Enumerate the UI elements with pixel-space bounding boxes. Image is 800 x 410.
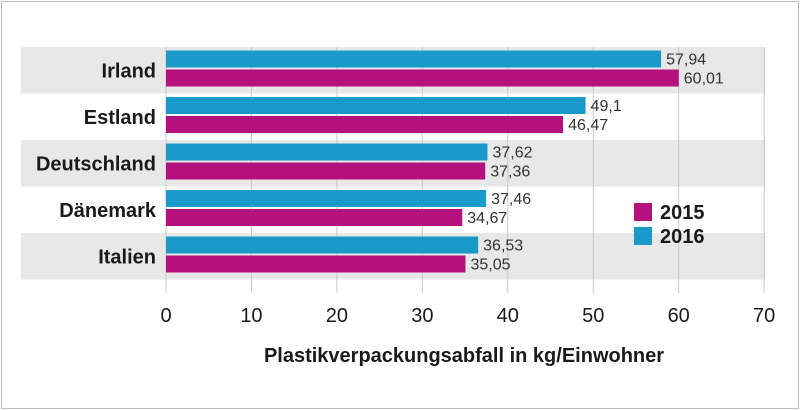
bar-2015: [166, 116, 564, 133]
value-label: 46,47: [568, 117, 608, 134]
bar-2015: [166, 162, 486, 180]
bar-2016: [166, 190, 487, 207]
bar-2016: [166, 97, 586, 114]
value-label: 57,94: [666, 52, 706, 69]
x-tick-label: 70: [753, 305, 775, 327]
legend-swatch: [634, 203, 652, 221]
x-tick-label: 20: [326, 305, 348, 327]
value-label: 36,53: [483, 238, 523, 255]
x-tick-label: 50: [582, 305, 604, 327]
value-label: 34,67: [467, 210, 507, 227]
category-label: Italien: [98, 246, 156, 268]
bar-2016: [166, 143, 488, 161]
category-label: Estland: [84, 107, 156, 129]
value-labels: 57,94 60,01 49,1 46,47 37,62 37,36 37,46 34,67 3…: [467, 52, 724, 274]
x-tick-labels: 0 10 20 30 40 50 60 70: [160, 305, 775, 327]
value-label: 37,62: [492, 145, 532, 162]
x-tick-label: 30: [411, 305, 433, 327]
value-label: 37,46: [491, 191, 531, 208]
x-axis-label: Plastikverpackungsabfall in kg/Einwohner: [264, 345, 664, 367]
x-tick-label: 10: [240, 305, 262, 327]
value-label: 37,36: [490, 164, 530, 181]
bar-2016: [166, 236, 479, 254]
category-label: Deutschland: [36, 153, 156, 175]
legend-swatch: [634, 227, 652, 245]
value-label: 60,01: [684, 71, 724, 88]
bars: [166, 50, 679, 273]
x-tick-label: 60: [668, 305, 690, 327]
bar-2016: [166, 50, 662, 68]
bar-2015: [166, 209, 463, 226]
category-label: Irland: [102, 60, 156, 82]
bar-2015: [166, 255, 466, 273]
x-tick-label: 0: [160, 305, 171, 327]
x-tick-label: 40: [497, 305, 519, 327]
value-label: 49,1: [591, 98, 622, 115]
legend-label: 2016: [660, 226, 705, 248]
category-label: Dänemark: [59, 200, 157, 222]
legend-label: 2015: [660, 202, 705, 224]
value-label: 35,05: [471, 257, 511, 274]
bar-2015: [166, 69, 679, 87]
category-labels: Irland Estland Deutschland Dänemark Italien: [36, 60, 157, 268]
